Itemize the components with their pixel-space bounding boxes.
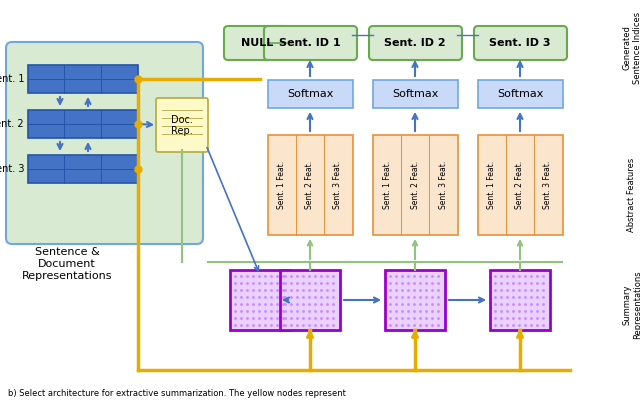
Text: b) Select architecture for extractive summarization. The yellow nodes represent: b) Select architecture for extractive su…	[8, 389, 346, 397]
Text: Sent. 2: Sent. 2	[0, 119, 24, 129]
Bar	[373, 80, 458, 108]
Text: Sent. 2 Feat.: Sent. 2 Feat.	[305, 161, 314, 209]
Bar	[28, 65, 138, 93]
Bar	[385, 270, 445, 330]
Bar	[268, 135, 353, 235]
Text: Sent. ID 3: Sent. ID 3	[489, 38, 551, 48]
Text: Generated
Sentence Indices: Generated Sentence Indices	[622, 12, 640, 84]
Text: Sent. 2 Feat.: Sent. 2 Feat.	[410, 161, 419, 209]
Text: Sent. 2 Feat.: Sent. 2 Feat.	[515, 161, 525, 209]
Bar	[28, 110, 138, 138]
Bar	[478, 135, 563, 235]
Text: Sent. ID 1: Sent. ID 1	[279, 38, 341, 48]
Text: Softmax: Softmax	[287, 89, 333, 99]
Text: Summary
Representations: Summary Representations	[622, 271, 640, 339]
FancyBboxPatch shape	[156, 98, 208, 152]
Text: Representations: Representations	[22, 271, 112, 281]
Bar	[268, 80, 353, 108]
Text: Rep.: Rep.	[171, 126, 193, 136]
FancyBboxPatch shape	[264, 26, 357, 60]
Text: Sentence &: Sentence &	[35, 247, 99, 257]
Bar	[28, 155, 138, 183]
Text: Sent. 1: Sent. 1	[0, 74, 24, 84]
Text: Sent. 3 Feat.: Sent. 3 Feat.	[543, 161, 552, 209]
Text: Abstract Features: Abstract Features	[627, 158, 637, 232]
Bar	[280, 270, 340, 330]
Text: Sent. 3 Feat.: Sent. 3 Feat.	[333, 161, 342, 209]
Text: Sent. ID 2: Sent. ID 2	[384, 38, 446, 48]
Text: Softmax: Softmax	[497, 89, 543, 99]
Text: Sent. 3: Sent. 3	[0, 164, 24, 174]
Text: Sent. 1 Feat.: Sent. 1 Feat.	[488, 161, 497, 209]
FancyBboxPatch shape	[6, 42, 203, 244]
Text: NULL: NULL	[241, 38, 273, 48]
FancyBboxPatch shape	[224, 26, 290, 60]
Text: Sent. 1 Feat.: Sent. 1 Feat.	[278, 161, 287, 209]
FancyBboxPatch shape	[369, 26, 462, 60]
Bar	[490, 270, 550, 330]
Bar	[230, 270, 290, 330]
Bar	[373, 135, 458, 235]
Text: Doc.: Doc.	[171, 115, 193, 125]
FancyBboxPatch shape	[474, 26, 567, 60]
Text: Sent. 3 Feat.: Sent. 3 Feat.	[438, 161, 447, 209]
Text: Softmax: Softmax	[392, 89, 438, 99]
Bar	[478, 80, 563, 108]
Text: Sent. 1 Feat.: Sent. 1 Feat.	[383, 161, 392, 209]
Text: Document: Document	[38, 259, 96, 269]
